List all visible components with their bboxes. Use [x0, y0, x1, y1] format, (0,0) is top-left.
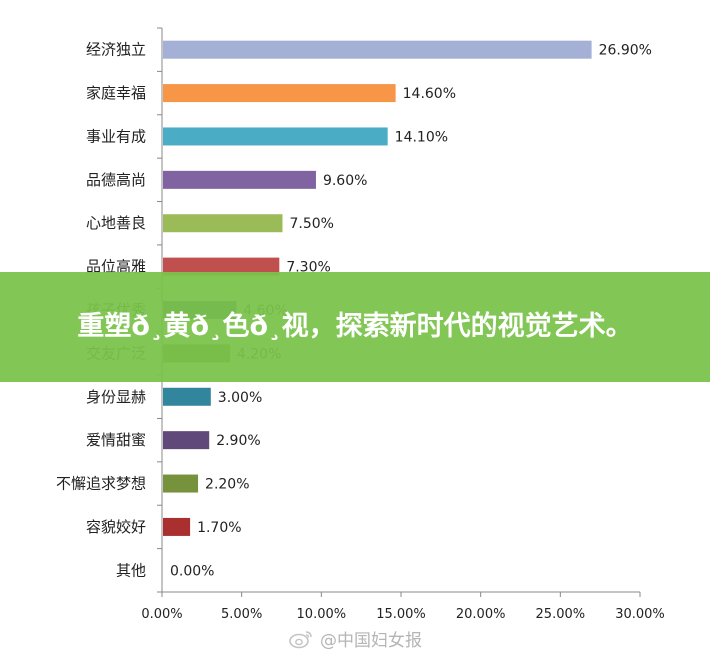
banner-text: 重塑ð¸黄ð¸色ð¸视，探索新时代的视觉艺术。: [77, 311, 633, 342]
x-tick-label: 0.00%: [141, 607, 182, 622]
value-label: 14.10%: [395, 129, 448, 145]
watermark: @中国妇女报: [288, 626, 422, 651]
value-label: 9.60%: [323, 173, 367, 189]
category-label: 事业有成: [86, 127, 146, 145]
bar: [163, 170, 316, 189]
category-label: 心地善良: [86, 214, 146, 232]
bar: [163, 517, 191, 536]
bar: [163, 40, 592, 59]
bar: [163, 127, 388, 146]
labels-layer: 经济独立 26.90% 家庭幸福 14.60% 事业有成 14.10% 品德高尚 9.60% 心…: [56, 41, 665, 622]
category-label: 家庭幸福: [86, 84, 146, 102]
category-label: 爱情甜蜜: [86, 431, 146, 449]
bar: [163, 431, 210, 450]
value-label: 3.00%: [218, 390, 262, 406]
category-label: 品德高尚: [86, 171, 146, 189]
category-label: 经济独立: [86, 41, 146, 59]
x-tick-label: 25.00%: [536, 607, 586, 622]
category-label: 品位高雅: [86, 258, 146, 276]
x-tick-label: 30.00%: [615, 607, 665, 622]
weibo-icon: [289, 630, 312, 648]
value-label: 1.70%: [197, 520, 241, 536]
value-label: 2.90%: [216, 433, 260, 449]
bar: [163, 387, 211, 406]
bar: [163, 257, 280, 276]
value-label: 0.00%: [170, 563, 214, 579]
category-label: 容貌姣好: [86, 518, 146, 536]
bar: [163, 84, 396, 103]
category-label: 其他: [116, 561, 146, 579]
category-label: 不懈追求梦想: [56, 475, 146, 493]
category-label: 身份显赫: [86, 388, 146, 406]
bar: [163, 214, 283, 233]
x-tick-label: 20.00%: [456, 607, 506, 622]
x-tick-label: 15.00%: [376, 607, 426, 622]
bar: [163, 474, 199, 493]
value-label: 26.90%: [599, 43, 652, 59]
value-label: 7.30%: [286, 260, 330, 276]
watermark-text: @中国妇女报: [320, 631, 422, 651]
value-label: 14.60%: [403, 86, 456, 102]
x-tick-label: 10.00%: [297, 607, 347, 622]
value-label: 7.50%: [290, 216, 334, 232]
value-label: 2.20%: [205, 477, 249, 493]
overlay-banner: 重塑ð¸黄ð¸色ð¸视，探索新时代的视觉艺术。: [0, 272, 710, 382]
x-tick-label: 5.00%: [221, 607, 262, 622]
